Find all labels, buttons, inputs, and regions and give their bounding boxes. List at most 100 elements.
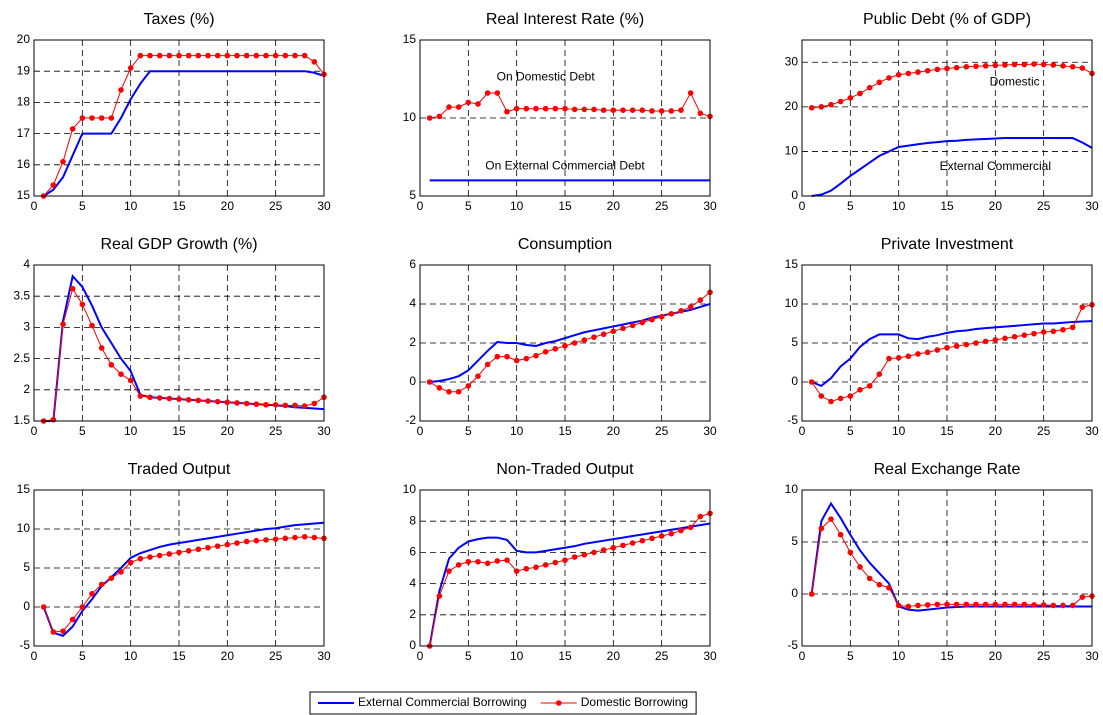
point <box>513 357 520 364</box>
point <box>982 338 989 345</box>
y-tick-label: 10 <box>785 296 799 310</box>
point <box>455 104 462 110</box>
point <box>552 346 559 352</box>
point <box>214 543 221 549</box>
point <box>600 547 607 553</box>
x-tick-label: 15 <box>558 649 572 663</box>
point <box>118 87 124 93</box>
point <box>1040 602 1047 608</box>
x-tick-label: 30 <box>317 199 331 213</box>
y-tick-label: 30 <box>785 54 799 68</box>
y-tick-label: 4 <box>409 296 416 310</box>
point <box>847 393 854 399</box>
point <box>311 59 318 65</box>
point <box>533 352 539 359</box>
point <box>620 325 626 332</box>
point <box>224 52 231 59</box>
y-tick-label: 2.5 <box>13 351 30 365</box>
point <box>533 105 539 112</box>
point <box>886 584 892 591</box>
x-tick-label: 10 <box>510 424 524 438</box>
point <box>176 396 182 402</box>
point <box>915 351 921 357</box>
point <box>156 52 163 59</box>
point <box>494 90 501 96</box>
point <box>876 581 883 588</box>
series-line <box>811 320 1093 388</box>
x-tick-label: 20 <box>989 424 1003 438</box>
point <box>973 601 979 608</box>
plot-frame <box>801 489 1093 647</box>
point <box>828 101 834 108</box>
y-tick-label: 15 <box>403 32 417 46</box>
y-tick-label: 8 <box>409 513 416 527</box>
x-tick-label: 10 <box>892 649 906 663</box>
y-tick-label: 6 <box>409 545 416 559</box>
point <box>243 538 250 545</box>
point <box>1021 601 1028 608</box>
point <box>639 319 646 326</box>
point <box>1079 304 1086 310</box>
point <box>973 63 979 70</box>
series-line <box>429 512 711 647</box>
x-tick-label: 15 <box>172 649 186 663</box>
point <box>205 52 211 59</box>
point <box>639 537 646 544</box>
panel: Real GDP Growth (%) 0 5 10 15 20 25 30 1.5 2 2.5 3 3… <box>13 236 331 438</box>
point <box>185 396 192 403</box>
point <box>591 106 597 113</box>
point <box>581 551 588 558</box>
point <box>147 554 153 560</box>
point <box>639 107 646 113</box>
point <box>50 182 57 188</box>
x-tick-label: 10 <box>510 199 524 213</box>
x-tick-label: 30 <box>317 649 331 663</box>
point <box>137 393 144 399</box>
x-tick-label: 15 <box>172 199 186 213</box>
point <box>934 347 941 353</box>
point <box>253 537 260 544</box>
y-tick-label: 6 <box>409 257 416 271</box>
point <box>1011 333 1018 340</box>
y-tick-label: 10 <box>403 482 417 496</box>
x-tick-label: 30 <box>317 424 331 438</box>
x-tick-label: 10 <box>510 649 524 663</box>
point <box>166 551 173 557</box>
y-tick-label: 15 <box>785 257 799 271</box>
plot-frame <box>801 39 1093 197</box>
point <box>924 349 931 356</box>
x-tick-label: 0 <box>417 649 424 663</box>
point <box>494 558 501 564</box>
point <box>658 313 665 320</box>
point <box>118 371 124 378</box>
x-tick-label: 30 <box>703 424 717 438</box>
point <box>895 355 902 361</box>
x-tick-label: 20 <box>607 199 621 213</box>
point <box>562 557 568 563</box>
x-tick-label: 15 <box>940 199 954 213</box>
chart-title: Traded Output <box>128 461 231 478</box>
point <box>79 604 86 610</box>
point <box>992 62 999 69</box>
point <box>581 337 588 343</box>
series-line <box>429 291 711 393</box>
point <box>89 590 95 597</box>
point <box>629 107 636 113</box>
x-tick-label: 0 <box>799 199 806 213</box>
point <box>465 383 472 389</box>
x-tick-label: 20 <box>989 649 1003 663</box>
point <box>523 355 530 362</box>
point <box>687 304 694 310</box>
point <box>542 105 549 112</box>
chart-title: Real GDP Growth (%) <box>100 236 257 253</box>
point <box>446 388 452 395</box>
point <box>944 344 950 351</box>
x-tick-label: 5 <box>79 199 86 213</box>
point <box>1021 332 1028 339</box>
series-line <box>43 287 325 422</box>
y-tick-label: 3 <box>23 320 30 334</box>
point <box>98 345 105 351</box>
y-tick-label: 0 <box>409 638 416 652</box>
